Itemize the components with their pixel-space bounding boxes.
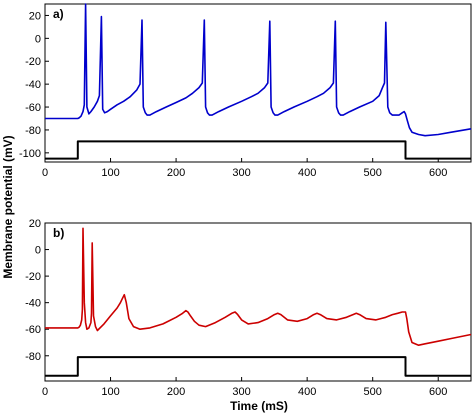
y-tick-label: 20 [29, 10, 41, 22]
y-axis-label: Membrane potential (mV) [1, 135, 15, 278]
x-axis-label: Time (mS) [230, 399, 288, 413]
x-tick-label: 300 [232, 386, 250, 398]
x-tick-label: 400 [298, 167, 316, 179]
x-tick-label: 600 [429, 386, 447, 398]
y-tick-label: -80 [25, 351, 41, 363]
x-tick-label: 500 [364, 167, 382, 179]
membrane-potential-trace [45, 3, 472, 137]
stimulus-current-trace [45, 140, 471, 160]
y-tick-label: 0 [35, 245, 41, 257]
panel-a: 200-20-40-60-80-100 0 100 200 300 400 500 600 … [19, 3, 472, 179]
y-tick-label: -100 [19, 148, 41, 160]
y-tick-label: -20 [25, 56, 41, 68]
x-tick-label: 400 [298, 386, 316, 398]
panel-b-y-ticks: 20 0 -20 -40 -60 -80 [25, 218, 49, 363]
membrane-potential-trace [45, 227, 472, 347]
x-tick-label: 600 [429, 167, 447, 179]
x-tick-label: 100 [101, 386, 119, 398]
x-tick-label: 300 [232, 167, 250, 179]
panel-b: 200-20-40-60-80 0 100 200 300 400 500 600 b) [25, 218, 472, 398]
y-tick-label: -20 [25, 271, 41, 283]
panel-a-x-ticks: 0 100 200 300 400 500 600 [42, 158, 447, 179]
x-tick-label: 100 [101, 167, 119, 179]
panel-a-frame [44, 3, 472, 163]
y-tick-label: -60 [25, 102, 41, 114]
panel-b-label: b) [53, 226, 64, 240]
x-tick-label: 500 [364, 386, 382, 398]
x-tick-label: 0 [42, 167, 48, 179]
y-tick-label: -40 [25, 298, 41, 310]
panel-a-label: a) [53, 7, 64, 21]
panel-b-series [45, 227, 472, 377]
y-tick-label: -80 [25, 125, 41, 137]
x-tick-label: 200 [167, 386, 185, 398]
panel-a-y-ticks: 20 0 -20 -40 -60 -80 -100 [19, 10, 49, 160]
x-tick-label: 200 [167, 167, 185, 179]
stimulus-current-trace [45, 356, 471, 377]
y-tick-label: -60 [25, 324, 41, 336]
panel-b-frame [44, 222, 472, 382]
y-tick-label: -40 [25, 79, 41, 91]
x-tick-label: 0 [42, 386, 48, 398]
y-tick-label: 0 [35, 33, 41, 45]
y-tick-label: 20 [29, 218, 41, 230]
panel-b-x-ticks: 0 100 200 300 400 500 600 [42, 377, 447, 398]
panel-a-series [45, 3, 472, 160]
